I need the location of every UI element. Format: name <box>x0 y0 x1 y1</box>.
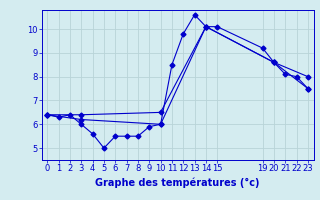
X-axis label: Graphe des températures (°c): Graphe des températures (°c) <box>95 177 260 188</box>
